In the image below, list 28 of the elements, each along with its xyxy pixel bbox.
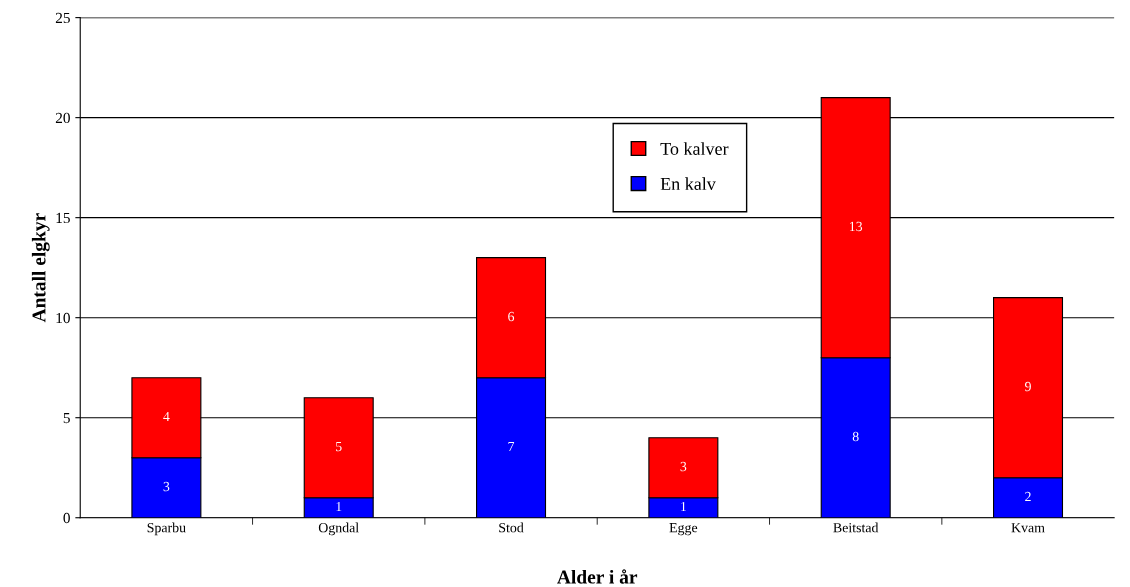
data-label: 1 [681, 501, 687, 512]
y-tick-label: 15 [56, 212, 70, 224]
y-tick-label: 0 [63, 512, 70, 524]
y-tick-label: 10 [56, 312, 70, 324]
y-tick-label: 5 [63, 413, 70, 424]
data-label: 5 [336, 441, 342, 452]
x-axis-title: Alder i år [557, 569, 638, 584]
data-label: 7 [508, 441, 515, 452]
x-tick-label: Sparbu [147, 522, 186, 536]
data-label: 1 [336, 501, 342, 512]
x-tick-label: Egge [669, 523, 698, 536]
data-label: 13 [849, 221, 863, 232]
data-label: 8 [852, 431, 859, 442]
x-tick-label: Ogndal [318, 522, 359, 536]
x-tick-label: Beitstad [833, 522, 879, 533]
data-label: 9 [1024, 381, 1031, 392]
data-label: 4 [163, 411, 170, 422]
legend-label: To kalver [660, 142, 729, 155]
data-label: 2 [1025, 491, 1031, 502]
data-label: 6 [508, 311, 515, 322]
y-tick-label: 20 [55, 112, 70, 124]
x-tick-label: Kvam [1011, 523, 1045, 533]
y-tick-label: 25 [55, 12, 70, 24]
data-label: 3 [680, 461, 687, 472]
legend-label: En kalv [660, 177, 716, 191]
y-axis-title: Antall elgkyr [31, 213, 50, 323]
x-tick-label: Stod [499, 522, 524, 533]
data-label: 3 [163, 481, 170, 492]
